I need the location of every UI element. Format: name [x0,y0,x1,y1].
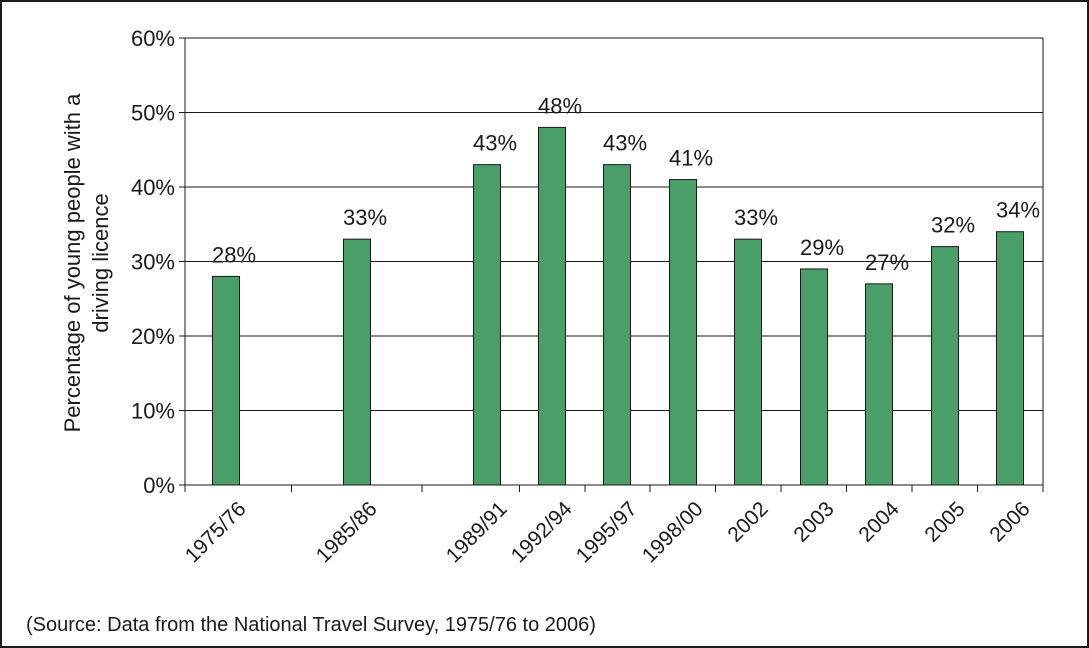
bar [343,238,371,486]
x-tick-label: 1992/94 [507,497,577,567]
data-label: 43% [603,131,647,156]
y-tick-label: 60% [131,26,175,51]
data-label: 28% [212,242,256,267]
data-label: 41% [669,146,713,171]
y-axis-label: driving licence [88,193,113,332]
data-label: 32% [931,213,975,238]
y-tick-label: 50% [131,101,175,126]
x-tick-label: 2003 [789,497,838,546]
x-tick-label: 2004 [854,497,904,547]
x-tick-label: 1998/00 [638,497,708,567]
y-tick-label: 40% [131,175,175,200]
data-label: 33% [343,205,387,230]
data-label: 43% [473,131,517,156]
x-tick-label: 2006 [985,497,1034,546]
bar [996,231,1024,486]
bar [669,179,697,486]
y-tick-label: 10% [131,399,175,424]
x-tick-label: 1975/76 [181,497,251,567]
bar [212,275,240,486]
y-tick-label: 20% [131,324,175,349]
data-label: 33% [734,205,778,230]
data-label: 34% [996,198,1040,223]
bar [931,246,959,486]
data-label: 27% [865,250,909,275]
licence-bar-chart: 0% 10% 20% 30% 40% 50% 60% 28% 1975/76 33% 1985/86… [60,26,1044,567]
x-tick-label: 2002 [723,497,772,546]
data-label: 29% [800,235,844,260]
bar [865,283,893,486]
y-axis-label: Percentage of young people with a [60,93,85,433]
bar [734,238,762,486]
source-note: (Source: Data from the National Travel S… [26,614,596,636]
bar [473,164,501,486]
y-tick-label: 30% [131,250,175,275]
y-tick-label: 0% [143,473,175,498]
x-tick-label: 1985/86 [312,497,382,567]
bar [603,164,631,486]
bar [800,268,828,486]
x-tick-label: 2005 [920,497,969,546]
data-label: 48% [538,93,582,118]
x-tick-label: 1989/91 [442,497,512,567]
x-tick-label: 1995/97 [572,497,642,567]
bar [538,126,566,486]
